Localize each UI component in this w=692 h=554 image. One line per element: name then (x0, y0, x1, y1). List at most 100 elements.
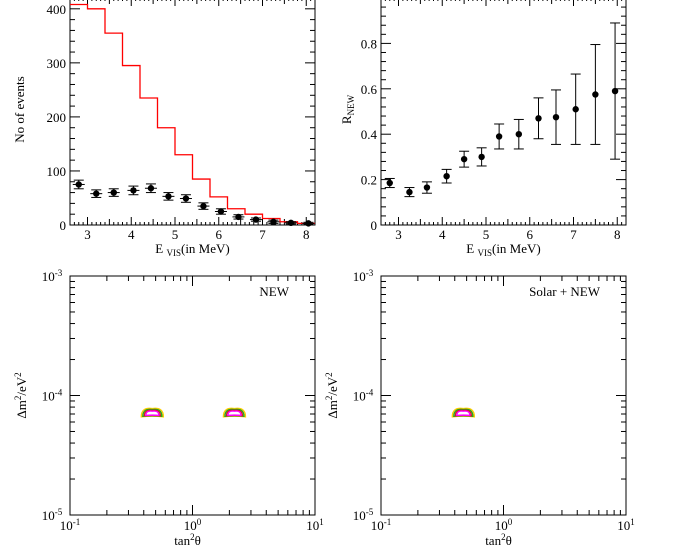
y-axis-label: No of events (12, 76, 27, 142)
y-axis-label-part: /eV (14, 376, 29, 395)
data-point (287, 219, 295, 227)
x-axis-label-part: tan (174, 533, 190, 548)
x-axis-label-part: 2 (501, 532, 506, 542)
histogram-line (70, 3, 315, 225)
data-point (460, 155, 468, 163)
data-point (165, 193, 172, 200)
x-tick-label: 5 (483, 227, 490, 242)
y-tick-label: 10-4 (353, 388, 374, 404)
contour-line (456, 410, 471, 417)
y-axis-label-part: NEW (346, 94, 356, 115)
x-tick-label: 8 (303, 227, 310, 242)
y-tick-label-part: 10 (353, 508, 366, 523)
x-axis-label-part: θ (506, 533, 512, 548)
data-point (147, 185, 155, 192)
y-axis-label-part: R (339, 115, 354, 124)
y-tick-label: 10-3 (42, 268, 63, 284)
y-axis-label: Δm2/eV2 (324, 372, 340, 418)
x-tick-label: 7 (570, 227, 577, 242)
x-tick-label-part: 3 (84, 227, 91, 242)
y-tick-label-part: 0.8 (361, 36, 377, 51)
y-tick-label-part: -5 (366, 507, 374, 517)
x-tick-label-part: -1 (73, 517, 81, 527)
y-tick-label-part: 200 (47, 110, 67, 125)
y-tick-label-part: 0 (60, 218, 67, 233)
data-point (305, 220, 312, 227)
y-tick-label: 0.2 (361, 173, 377, 188)
x-tick-label-part: 6 (527, 227, 534, 242)
panel-annotation-part: Solar + NEW (529, 284, 601, 299)
x-tick-label-part: 4 (128, 227, 135, 242)
data-point (406, 188, 413, 196)
contour-line (227, 410, 242, 417)
y-tick-label-part: 400 (47, 2, 67, 17)
x-tick-label-part: 10 (60, 518, 73, 533)
y-tick-label-part: -5 (55, 507, 63, 517)
x-tick-label-part: 7 (259, 227, 266, 242)
x-tick-label-part: 10 (617, 518, 630, 533)
data-point (110, 189, 117, 196)
data-point (200, 202, 207, 210)
y-tick-label: 400 (47, 2, 67, 17)
data-point (182, 195, 190, 202)
x-tick-label-part: 3 (395, 227, 402, 242)
y-tick-label-part: 100 (47, 164, 67, 179)
x-tick-label-part: 8 (614, 227, 621, 242)
plot-frame (380, 0, 627, 226)
y-tick-label-part: -3 (366, 268, 374, 278)
x-tick-label: 101 (306, 517, 324, 533)
y-axis-label-part: Δm (14, 400, 29, 418)
x-tick-label: 3 (84, 227, 91, 242)
data-point (386, 179, 393, 187)
x-tick-label-part: 1 (319, 517, 324, 527)
y-axis-label-part: 2 (13, 396, 23, 401)
x-tick-label: 4 (439, 227, 446, 242)
data-point (235, 213, 242, 221)
y-tick-label-part: 10 (42, 508, 55, 523)
data-point (611, 87, 619, 95)
y-tick-label-part: 10 (353, 389, 366, 404)
x-tick-label: 100 (495, 517, 513, 533)
x-tick-label-part: 8 (303, 227, 310, 242)
x-axis-label-part: 2 (190, 532, 195, 542)
x-axis-label: E VIS(in MeV) (466, 241, 540, 258)
y-axis-label-part: Δm (325, 400, 340, 418)
x-axis-label-part: (in MeV) (181, 241, 230, 256)
y-axis-label-part: /eV (325, 376, 340, 395)
panel-annotation: Solar + NEW (529, 284, 601, 299)
x-tick-label-part: 4 (439, 227, 446, 242)
data-point (535, 115, 542, 122)
x-tick-label-part: 0 (197, 517, 202, 527)
x-tick-label-part: 5 (483, 227, 490, 242)
y-axis-label-part: 2 (324, 372, 334, 377)
x-axis-label-part: E (466, 241, 477, 256)
y-tick-label-part: 10 (42, 389, 55, 404)
plot-frame (380, 275, 627, 516)
y-tick-label: 10-5 (42, 507, 63, 523)
y-axis-label-part: 2 (13, 372, 23, 377)
y-tick-label-part: -4 (55, 388, 63, 398)
y-tick-label: 0.8 (361, 36, 377, 51)
y-tick-label-part: 10 (353, 269, 366, 284)
data-point (443, 172, 450, 180)
data-point (552, 113, 560, 121)
x-tick-label-part: 6 (216, 227, 223, 242)
data-point (270, 218, 277, 225)
x-axis-label: tan2θ (174, 532, 201, 548)
y-tick-label-part: 300 (47, 56, 67, 71)
x-tick-label-part: 10 (495, 518, 508, 533)
panel-annotation-part: NEW (259, 284, 289, 299)
x-tick-label-part: 1 (630, 517, 635, 527)
x-axis-label-part: VIS (477, 248, 492, 258)
y-axis-label: Δm2/eV2 (13, 372, 29, 418)
x-axis-label-part: VIS (166, 248, 181, 258)
y-tick-label-part: -4 (366, 388, 374, 398)
x-tick-label: 10-1 (60, 517, 81, 533)
x-axis-label-part: (in MeV) (492, 241, 541, 256)
x-tick-label: 101 (617, 517, 635, 533)
x-tick-label: 6 (216, 227, 223, 242)
plot-frame (69, 275, 316, 516)
x-tick-label: 8 (614, 227, 621, 242)
x-axis-label-part: θ (195, 533, 201, 548)
